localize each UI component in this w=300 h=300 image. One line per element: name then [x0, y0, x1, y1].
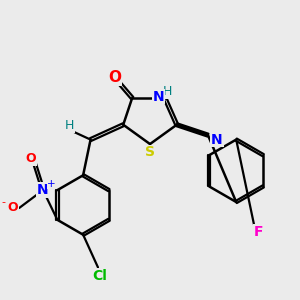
Text: F: F	[254, 225, 263, 239]
Text: O: O	[108, 70, 121, 85]
Text: Cl: Cl	[92, 269, 107, 283]
Text: H: H	[163, 85, 172, 98]
Text: N: N	[211, 133, 223, 147]
Text: O: O	[8, 202, 18, 214]
Text: N: N	[152, 89, 164, 103]
Text: S: S	[145, 146, 155, 159]
Text: -: -	[2, 197, 6, 207]
Text: +: +	[47, 179, 56, 189]
Text: H: H	[65, 119, 74, 132]
Text: O: O	[26, 152, 36, 165]
Text: N: N	[37, 183, 48, 197]
